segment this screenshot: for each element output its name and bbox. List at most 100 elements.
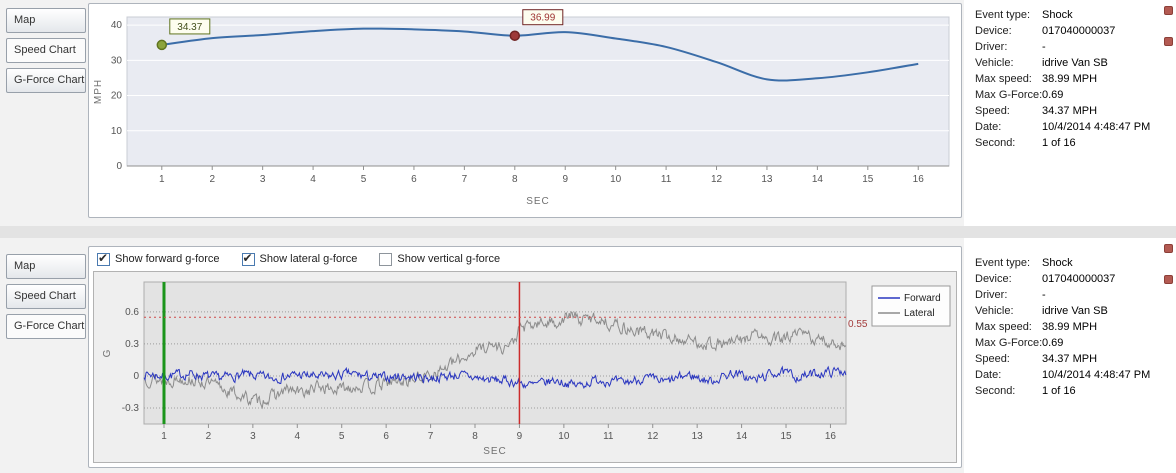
checkbox-icon[interactable] <box>241 251 255 266</box>
y-tick-label: 30 <box>111 55 123 66</box>
checkbox-icon[interactable] <box>379 252 393 266</box>
detail-value: idrive Van SB <box>1042 305 1108 317</box>
detail-label: Max G-Force: <box>975 89 1043 101</box>
detail-value: - <box>1042 41 1046 53</box>
x-tick-label: 6 <box>411 174 417 185</box>
x-tick-label: 2 <box>206 431 212 442</box>
detail-row-max-speed: Max speed: 38.99 MPH <box>975 319 1176 335</box>
gforce-chart-section: Map Speed Chart G-Force Chart Show forwa… <box>0 238 1176 473</box>
detail-value: 38.99 MPH <box>1042 73 1098 85</box>
x-tick-label: 5 <box>361 174 367 185</box>
x-tick-label: 12 <box>647 431 659 442</box>
chart-tabs-bottom: Map Speed Chart G-Force Chart <box>6 254 86 339</box>
detail-row-date: Date: 10/4/2014 4:48:47 PM <box>975 119 1176 135</box>
red-action-icon[interactable] <box>1164 6 1173 15</box>
tab-map[interactable]: Map <box>6 8 86 33</box>
detail-value: 017040000037 <box>1042 273 1116 285</box>
detail-label: Driver: <box>975 41 1008 53</box>
tab-map[interactable]: Map <box>6 254 86 279</box>
speed-chart-container: 0 10 20 30 40 1 2 3 4 5 6 7 8 9 10 11 12 13 14 15 16 SEC MPH 34… <box>88 3 962 218</box>
checkbox-show-lateral[interactable]: Show lateral g-force <box>241 251 357 266</box>
detail-label: Device: <box>975 25 1012 37</box>
x-tick-label: 15 <box>862 174 874 185</box>
gforce-chart[interactable]: -0.300.30.61 2 3 4 5 6 7 8 9 10 11 12 13 14 15 160.55SE… <box>94 272 956 462</box>
detail-label: Speed: <box>975 353 1010 365</box>
red-action-icon[interactable] <box>1164 244 1173 253</box>
detail-row-driver: Driver: - <box>975 39 1176 55</box>
legend-box <box>871 285 951 327</box>
detail-value: 017040000037 <box>1042 25 1116 37</box>
marker-point[interactable] <box>156 39 168 51</box>
detail-label: Vehicle: <box>975 57 1014 69</box>
x-axis-title: SEC <box>483 446 507 457</box>
x-tick-label: 13 <box>761 174 773 185</box>
detail-value: 34.37 MPH <box>1042 353 1098 365</box>
y-tick-label: -0.3 <box>122 403 140 414</box>
x-tick-label: 14 <box>812 174 824 185</box>
checkbox-show-vertical[interactable]: Show vertical g-force <box>379 252 501 266</box>
x-tick-label: 10 <box>610 174 622 185</box>
y-tick-label: 40 <box>111 20 123 31</box>
x-tick-label: 11 <box>661 174 672 185</box>
x-axis-title: SEC <box>526 196 550 207</box>
detail-value: Shock <box>1042 257 1073 269</box>
detail-label: Max G-Force: <box>975 337 1043 349</box>
detail-row-max-gforce: Max G-Force:0.69 <box>975 335 1176 351</box>
red-action-icon[interactable] <box>1164 275 1173 284</box>
plot-area <box>126 16 950 167</box>
y-tick-label: 20 <box>111 91 123 102</box>
detail-row-event-type: Event type: Shock <box>975 255 1176 271</box>
marker-point[interactable] <box>509 30 521 41</box>
detail-value: 10/4/2014 4:48:47 PM <box>1042 121 1151 133</box>
detail-value: 0.69 <box>1042 89 1064 101</box>
detail-value: 1 of 16 <box>1042 137 1076 149</box>
detail-value: 1 of 16 <box>1042 385 1076 397</box>
detail-side-icons <box>1164 244 1173 284</box>
x-tick-label: 10 <box>558 431 570 442</box>
detail-row-second: Second: 1 of 16 <box>975 135 1176 151</box>
y-tick-label: 0.3 <box>125 339 139 350</box>
speed-line <box>161 27 919 82</box>
threshold-label: 0.55 <box>848 319 868 330</box>
marker-label-box <box>522 9 564 26</box>
y-axis-title: MPH <box>93 79 104 104</box>
series-forward <box>143 365 847 390</box>
detail-label: Date: <box>975 369 1002 381</box>
checkbox-icon[interactable] <box>97 251 110 266</box>
gforce-checkbox-row: Show forward g-force Show lateral g-forc… <box>89 247 961 271</box>
detail-row-second: Second: 1 of 16 <box>975 383 1176 399</box>
detail-value: 34.37 MPH <box>1042 105 1098 117</box>
red-action-icon[interactable] <box>1164 37 1173 46</box>
x-tick-label: 12 <box>711 174 723 185</box>
tab-gforce-chart[interactable]: G-Force Chart <box>6 314 86 339</box>
detail-row-max-speed: Max speed: 38.99 MPH <box>975 71 1176 87</box>
detail-row-driver: Driver: - <box>975 287 1176 303</box>
y-axis-title: G <box>102 349 113 358</box>
detail-label: Date: <box>975 121 1002 133</box>
x-tick-label: 2 <box>209 174 215 185</box>
detail-label: Max speed: <box>975 321 1032 333</box>
event-details-top: Event type: Shock Device: 017040000037 Dri… <box>964 0 1176 226</box>
detail-label: Second: <box>975 137 1016 149</box>
y-tick-label: 0 <box>133 371 139 382</box>
x-tick-label: 4 <box>310 174 316 185</box>
x-tick-label: 7 <box>428 431 434 442</box>
marker-label: 36.99 <box>530 13 555 24</box>
speed-chart-section: Map Speed Chart G-Force Chart 0 10 20 30 40 1… <box>0 0 1176 226</box>
checkbox-show-forward[interactable]: Show forward g-force <box>97 251 220 266</box>
tab-speed-chart[interactable]: Speed Chart <box>6 284 86 309</box>
tab-speed-chart[interactable]: Speed Chart <box>6 38 86 63</box>
checkbox-label: Show vertical g-force <box>397 253 501 265</box>
x-tick-label: 6 <box>383 431 389 442</box>
x-tick-label: 1 <box>159 174 165 185</box>
y-tick-label: 0 <box>116 161 122 172</box>
detail-row-max-gforce: Max G-Force:0.69 <box>975 87 1176 103</box>
detail-row-event-type: Event type: Shock <box>975 7 1176 23</box>
detail-value: - <box>1042 289 1046 301</box>
tab-gforce-chart[interactable]: G-Force Chart <box>6 68 86 93</box>
x-tick-label: 3 <box>250 431 256 442</box>
x-tick-label: 9 <box>517 431 523 442</box>
x-tick-label: 5 <box>339 431 345 442</box>
